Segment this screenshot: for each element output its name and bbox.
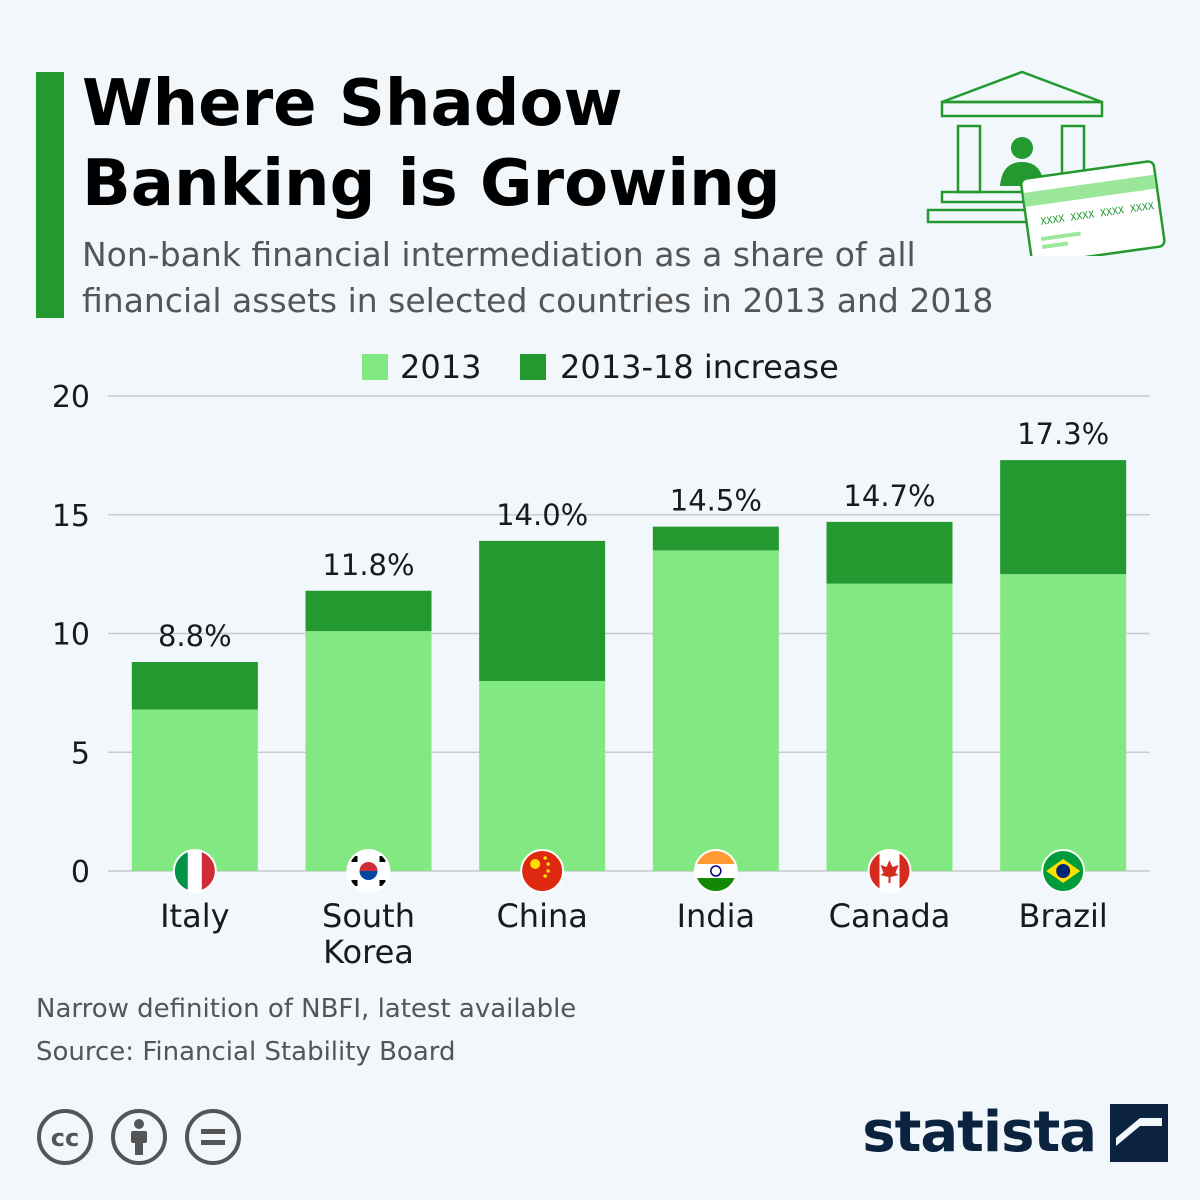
bar-increase bbox=[1000, 460, 1127, 575]
bar-2013 bbox=[131, 709, 258, 871]
statista-logo[interactable]: statista bbox=[862, 1100, 1168, 1165]
china-flag-icon bbox=[520, 849, 565, 893]
y-tick-label: 0 bbox=[71, 855, 90, 890]
bank-card-icon: XXXX XXXX XXXX XXXX bbox=[926, 70, 1166, 256]
statista-mark-icon bbox=[1110, 1103, 1168, 1162]
x-tick-label: India bbox=[677, 897, 756, 935]
x-tick-label: South bbox=[322, 897, 415, 935]
cc-icon[interactable]: cc bbox=[36, 1108, 94, 1166]
bar-increase bbox=[826, 521, 953, 584]
total-label: 14.0% bbox=[496, 498, 588, 532]
title-line: Where Shadow bbox=[82, 67, 623, 141]
source-link[interactable]: Source: Financial Stability Board bbox=[36, 1037, 456, 1067]
bar-increase bbox=[305, 590, 432, 632]
title-accent-bar bbox=[36, 72, 64, 318]
bar-increase bbox=[652, 526, 779, 551]
x-tick-label: Italy bbox=[160, 897, 229, 935]
total-label: 17.3% bbox=[1017, 417, 1109, 451]
country-flags bbox=[172, 849, 1086, 893]
total-label: 8.8% bbox=[158, 619, 232, 653]
attribution-icon[interactable] bbox=[110, 1108, 168, 1166]
brazil-flag-icon bbox=[1041, 849, 1086, 893]
bar-2013 bbox=[1000, 574, 1127, 871]
page-subtitle: Non-bank financial intermediation as a s… bbox=[82, 232, 1092, 324]
gridlines bbox=[108, 395, 1150, 872]
svg-text:cc: cc bbox=[51, 1124, 79, 1152]
legend-swatch-increase bbox=[520, 354, 546, 380]
south-korea-flag-icon bbox=[346, 849, 391, 893]
no-derivatives-icon[interactable] bbox=[184, 1108, 242, 1166]
total-label: 14.5% bbox=[670, 484, 762, 518]
stacked-bar-chart: 2013 2013-18 increase 0 5 10 15 20 8.8% 11.8%… bbox=[52, 348, 1150, 971]
canada-flag-icon bbox=[867, 849, 912, 893]
italy-flag-icon bbox=[172, 849, 217, 893]
y-tick-label: 5 bbox=[71, 736, 90, 771]
india-flag-icon bbox=[693, 849, 738, 893]
y-tick-label: 10 bbox=[52, 618, 90, 653]
x-tick-label: Canada bbox=[829, 897, 951, 935]
bar-2013 bbox=[479, 681, 606, 871]
bar-2013 bbox=[652, 550, 779, 871]
total-label: 14.7% bbox=[843, 479, 935, 513]
bar-increase bbox=[479, 540, 606, 681]
subtitle-line: Non-bank financial intermediation as a s… bbox=[82, 235, 916, 274]
y-axis-ticks: 0 5 10 15 20 bbox=[52, 380, 90, 890]
chart-legend: 2013 2013-18 increase bbox=[362, 348, 839, 386]
legend-label-2013: 2013 bbox=[400, 348, 481, 386]
title-line: Banking is Growing bbox=[82, 147, 781, 221]
x-tick-label: China bbox=[496, 897, 587, 935]
chart-notes: Narrow definition of NBFI, latest availa… bbox=[36, 988, 576, 1074]
bar-2013 bbox=[305, 631, 432, 871]
y-tick-label: 20 bbox=[52, 380, 90, 415]
y-tick-label: 15 bbox=[52, 499, 90, 534]
license-icons: cc bbox=[36, 1108, 242, 1166]
total-labels: 8.8% 11.8% 14.0% 14.5% 14.7% 17.3% bbox=[158, 417, 1109, 653]
legend-swatch-2013 bbox=[362, 354, 388, 380]
page-title: Where Shadow Banking is Growing bbox=[82, 64, 902, 224]
total-label: 11.8% bbox=[322, 548, 414, 582]
bars bbox=[131, 460, 1127, 871]
logo-wordmark: statista bbox=[862, 1100, 1097, 1165]
subtitle-line: financial assets in selected countries i… bbox=[82, 281, 994, 320]
bar-2013 bbox=[826, 583, 953, 871]
x-tick-label: Korea bbox=[323, 933, 414, 971]
legend-label-increase: 2013-18 increase bbox=[560, 348, 839, 386]
bar-increase bbox=[131, 662, 258, 710]
footnote: Narrow definition of NBFI, latest availa… bbox=[36, 994, 577, 1024]
x-tick-label: Brazil bbox=[1019, 897, 1108, 935]
